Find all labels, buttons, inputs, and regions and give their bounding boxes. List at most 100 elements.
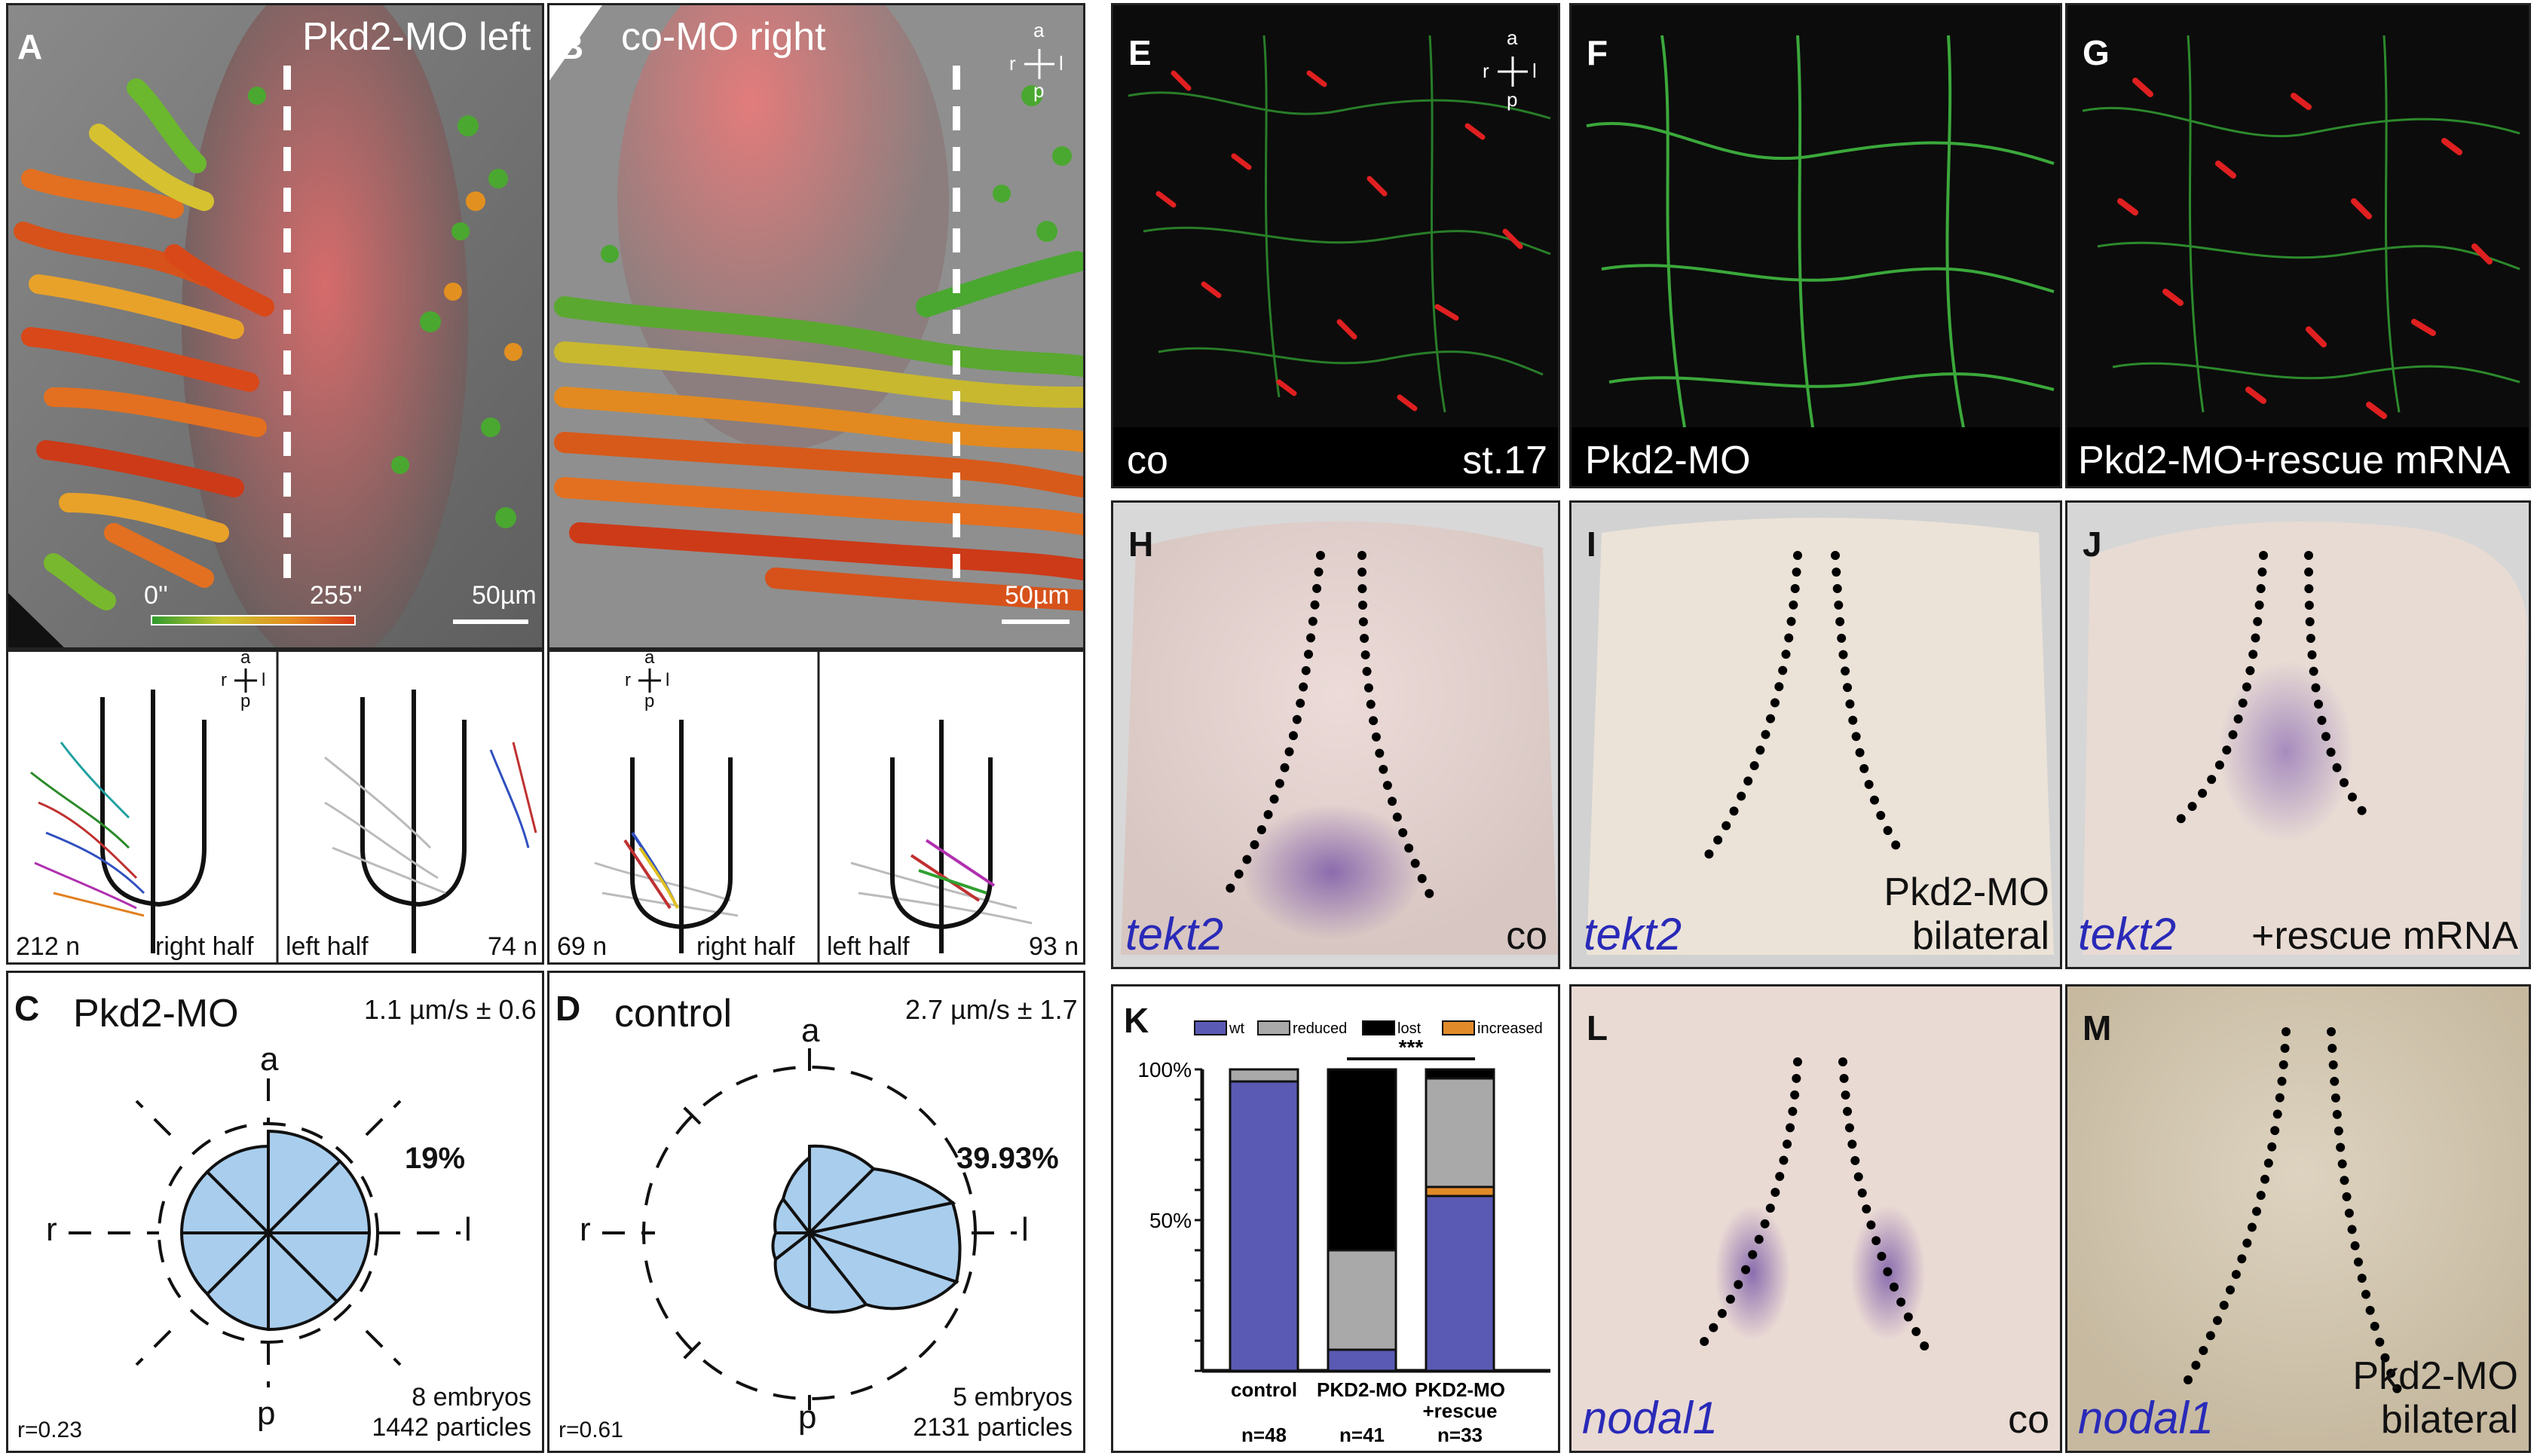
bar-segment-lost <box>1327 1068 1397 1252</box>
axis-p: p <box>1033 79 1045 102</box>
category-label: +rescue <box>1422 1399 1497 1422</box>
condition-label: co <box>1127 439 1168 482</box>
n-label: n=41 <box>1339 1424 1385 1446</box>
axis-l: l <box>262 670 266 690</box>
axis-r: r <box>46 1211 57 1248</box>
scale-label: 50µm <box>472 581 537 610</box>
gene-label: tekt2 <box>1125 909 1224 959</box>
axis-r: r <box>625 670 631 690</box>
gene-label: tekt2 <box>2078 909 2177 959</box>
panel-i-in-situ: I tekt2 Pkd2-MO bilateral <box>1569 500 2062 969</box>
mean-speed: 2.7 µm/s ± 1.7 <box>905 994 1078 1025</box>
gene-label: nodal1 <box>1582 1393 1718 1443</box>
dotted-outline <box>1695 1057 1930 1353</box>
panel-b-image: B co-MO right a r l p 50µm <box>547 3 1085 650</box>
count-right: 93 n <box>1029 932 1079 961</box>
bar-segment-wt <box>1229 1080 1299 1372</box>
tracks <box>623 831 996 910</box>
axis-a: a <box>240 650 251 668</box>
panel-title: control <box>614 992 733 1035</box>
gene-label: nodal1 <box>2078 1393 2214 1443</box>
orientation-cross <box>1024 49 1054 79</box>
count-right: 74 n <box>488 932 538 961</box>
axis-p: p <box>798 1399 817 1436</box>
panel-g-fluorescence: G Pkd2-MO+rescue mRNA <box>2065 3 2531 488</box>
n-label: n=48 <box>1241 1424 1287 1446</box>
panel-letter: H <box>1128 525 1154 564</box>
gene-label: tekt2 <box>1584 909 1682 959</box>
rose-svg <box>602 1048 1017 1410</box>
bar-segment-reduced <box>1425 1077 1495 1188</box>
rose-svg <box>69 1078 461 1387</box>
y-tick-label: 50% <box>1149 1209 1192 1232</box>
panel-title: Pkd2-MO left <box>302 15 531 59</box>
panel-k-bar-chart: 100% 50% wt reduced lost increased control n=48… <box>1111 984 1560 1453</box>
half-label-left: right half <box>155 932 254 961</box>
embryo-count: 8 embryos <box>412 1383 531 1412</box>
axis-a: a <box>644 650 655 668</box>
panel-title: Pkd2-MO <box>73 992 239 1035</box>
panel-letter: M <box>2083 1008 2112 1048</box>
axis-l: l <box>1532 60 1537 82</box>
category-label: PKD2-MO <box>1317 1378 1407 1401</box>
axis-l: l <box>1059 52 1063 75</box>
panel-letter: E <box>1128 33 1152 72</box>
axis-p: p <box>240 691 251 711</box>
condition-label: co <box>1506 914 1547 958</box>
axis-a: a <box>260 1041 279 1078</box>
axis-r: r <box>1483 60 1489 82</box>
panel-letter: G <box>2083 33 2110 72</box>
tracks <box>30 742 537 917</box>
panel-a-tracks: a r l p 212 n right half left half 74 n <box>6 650 544 965</box>
panel-j-in-situ: J tekt2 +rescue mRNA <box>2065 500 2531 969</box>
panel-letter: C <box>14 989 40 1028</box>
significance-stars: *** <box>1399 1035 1424 1059</box>
legend-swatch <box>1257 1020 1290 1035</box>
axis-r: r <box>580 1211 591 1248</box>
count-left: 212 n <box>16 932 81 961</box>
rose-wedges <box>771 1144 962 1314</box>
embryo-count: 5 embryos <box>953 1383 1073 1412</box>
percent-left-right: 39.93% <box>956 1142 1059 1175</box>
particle-count: 1442 particles <box>372 1413 531 1442</box>
legend-swatch <box>1194 1020 1227 1035</box>
gastrocoel-roof-outline <box>630 720 993 953</box>
rose-wedges <box>179 1129 372 1332</box>
condition-label-line2: bilateral <box>1911 914 2049 958</box>
bar-segment-lost <box>1425 1068 1495 1080</box>
particle-tracks <box>14 78 274 610</box>
panel-c-rose-plot: C Pkd2-MO 1.1 µm/s ± 0.6 a r l p 19% r=0… <box>6 971 544 1453</box>
panel-h-in-situ: H tekt2 co <box>1111 500 1560 969</box>
gastrocoel-roof-outline <box>100 690 467 953</box>
axis-r: r <box>1009 52 1016 75</box>
panel-letter: A <box>17 27 43 66</box>
r-value: r=0.61 <box>559 1418 623 1442</box>
axis-a: a <box>1033 19 1045 41</box>
time-color-bar <box>151 615 356 626</box>
axis-l: l <box>1021 1211 1029 1248</box>
panel-letter: B <box>559 27 584 66</box>
condition-label-line1: Pkd2-MO <box>2352 1354 2518 1398</box>
panel-m-in-situ: M nodal1 Pkd2-MO bilateral <box>2065 984 2531 1453</box>
panel-letter: K <box>1124 1001 1149 1040</box>
dotted-outline <box>1703 551 1908 861</box>
panel-letter: J <box>2083 525 2102 564</box>
panel-b-svg <box>549 5 1083 647</box>
bar-segment-increased <box>1425 1185 1495 1198</box>
y-tick-label: 100% <box>1137 1058 1192 1081</box>
legend-label: reduced <box>1293 1020 1347 1037</box>
half-label-right: left half <box>827 932 910 961</box>
panel-f-fluorescence: F Pkd2-MO <box>1569 3 2062 488</box>
half-label-left: right half <box>696 932 795 961</box>
panel-letter: F <box>1587 33 1608 72</box>
particle-count: 2131 particles <box>913 1413 1073 1442</box>
dotted-outline <box>2176 551 2373 824</box>
legend-swatch <box>1362 1020 1395 1035</box>
n-label: n=33 <box>1437 1424 1483 1446</box>
legend-label: lost <box>1397 1020 1422 1037</box>
r-value: r=0.23 <box>17 1418 82 1442</box>
axis-r: r <box>221 670 227 690</box>
panel-e-fluorescence: E a r l p co st.17 <box>1111 3 1560 488</box>
axis-p: p <box>1507 88 1518 111</box>
time-start-label: 0'' <box>144 581 168 610</box>
